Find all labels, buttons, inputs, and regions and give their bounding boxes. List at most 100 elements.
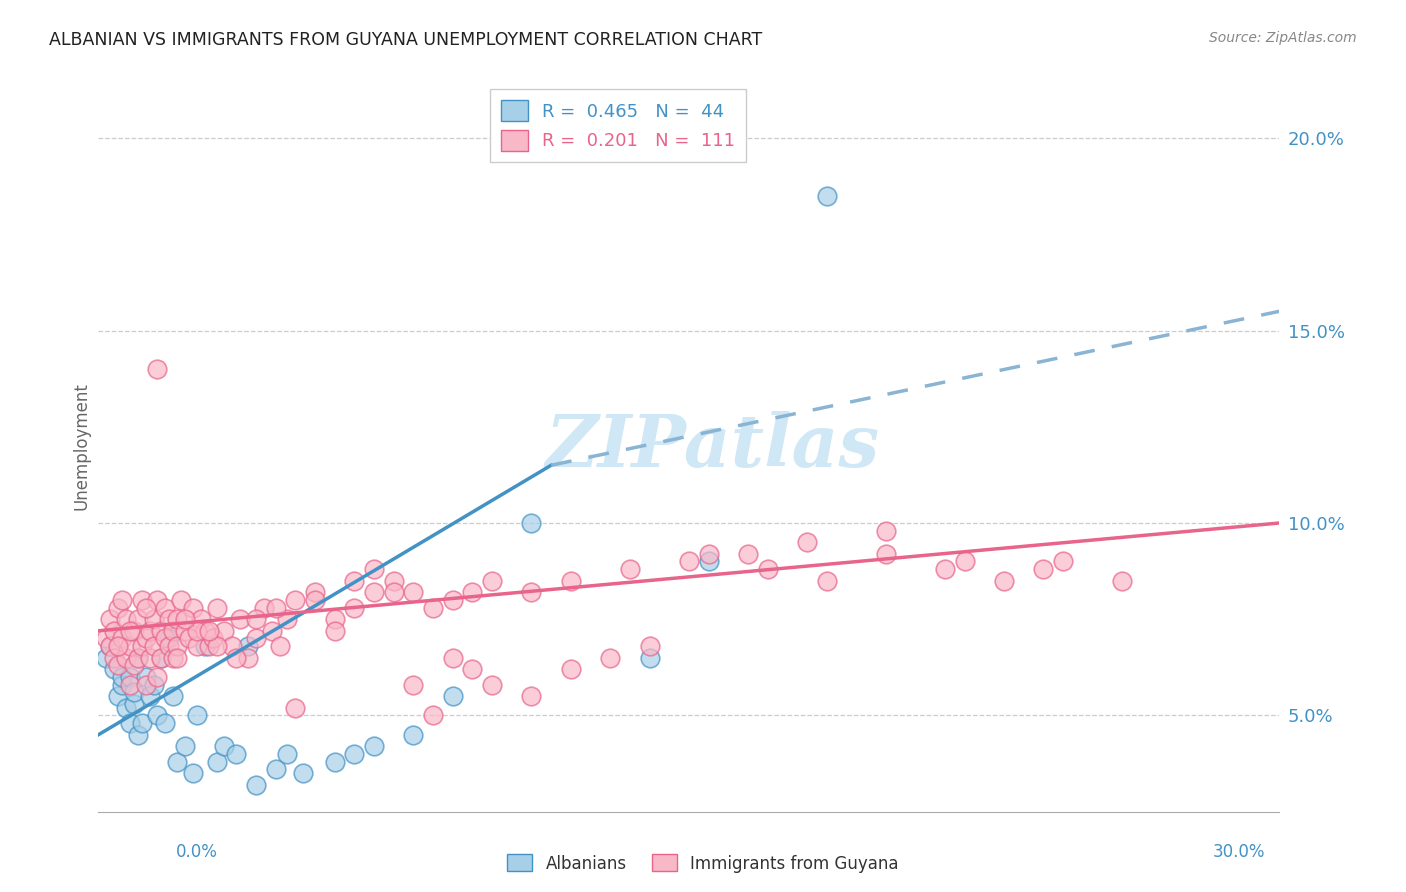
Point — [815, 188, 838, 202]
Point — [520, 690, 543, 704]
Point — [382, 574, 405, 588]
Point — [107, 600, 129, 615]
Point — [138, 624, 160, 638]
Point — [162, 624, 184, 638]
Point — [142, 678, 165, 692]
Point — [201, 632, 224, 646]
Point — [284, 593, 307, 607]
Point — [292, 766, 315, 780]
Point — [461, 662, 484, 676]
Point — [111, 670, 134, 684]
Point — [737, 547, 759, 561]
Point — [135, 678, 157, 692]
Point — [205, 639, 228, 653]
Point — [115, 612, 138, 626]
Point — [155, 716, 177, 731]
Point — [264, 600, 287, 615]
Point — [953, 554, 976, 568]
Point — [441, 690, 464, 704]
Point — [205, 600, 228, 615]
Point — [264, 763, 287, 777]
Text: 30.0%: 30.0% — [1213, 843, 1265, 861]
Point — [323, 624, 346, 638]
Point — [96, 632, 118, 646]
Point — [107, 690, 129, 704]
Point — [815, 574, 838, 588]
Point — [638, 650, 661, 665]
Legend: Albanians, Immigrants from Guyana: Albanians, Immigrants from Guyana — [501, 847, 905, 880]
Point — [382, 585, 405, 599]
Point — [118, 716, 141, 731]
Point — [115, 700, 138, 714]
Point — [122, 658, 145, 673]
Point — [157, 612, 180, 626]
Point — [146, 708, 169, 723]
Point — [422, 708, 444, 723]
Point — [481, 678, 503, 692]
Point — [229, 612, 252, 626]
Point — [135, 600, 157, 615]
Point — [638, 639, 661, 653]
Point — [678, 554, 700, 568]
Point — [875, 524, 897, 538]
Point — [1052, 554, 1074, 568]
Point — [225, 650, 247, 665]
Point — [343, 600, 366, 615]
Point — [115, 650, 138, 665]
Point — [225, 747, 247, 761]
Point — [245, 632, 267, 646]
Point — [111, 678, 134, 692]
Point — [197, 639, 219, 653]
Point — [162, 690, 184, 704]
Point — [150, 624, 173, 638]
Point — [260, 624, 283, 638]
Point — [146, 593, 169, 607]
Point — [127, 650, 149, 665]
Text: 0.0%: 0.0% — [176, 843, 218, 861]
Point — [402, 585, 425, 599]
Point — [166, 755, 188, 769]
Point — [131, 593, 153, 607]
Point — [118, 639, 141, 653]
Point — [796, 535, 818, 549]
Point — [363, 562, 385, 576]
Point — [142, 639, 165, 653]
Point — [166, 612, 188, 626]
Point — [177, 632, 200, 646]
Point — [166, 639, 188, 653]
Point — [146, 362, 169, 376]
Point — [276, 747, 298, 761]
Point — [1032, 562, 1054, 576]
Point — [118, 670, 141, 684]
Point — [214, 624, 236, 638]
Point — [186, 708, 208, 723]
Point — [122, 697, 145, 711]
Point — [422, 600, 444, 615]
Point — [135, 670, 157, 684]
Point — [875, 547, 897, 561]
Point — [190, 612, 212, 626]
Point — [181, 600, 204, 615]
Point — [162, 650, 184, 665]
Point — [174, 624, 197, 638]
Point — [150, 650, 173, 665]
Point — [174, 739, 197, 754]
Point — [402, 678, 425, 692]
Point — [118, 678, 141, 692]
Point — [599, 650, 621, 665]
Point — [127, 728, 149, 742]
Y-axis label: Unemployment: Unemployment — [72, 382, 90, 510]
Text: ZIPatlas: ZIPatlas — [546, 410, 880, 482]
Point — [150, 650, 173, 665]
Point — [197, 624, 219, 638]
Point — [118, 624, 141, 638]
Point — [142, 612, 165, 626]
Point — [98, 639, 121, 653]
Point — [122, 624, 145, 638]
Point — [98, 612, 121, 626]
Point — [560, 574, 582, 588]
Legend: R =  0.465   N =  44, R =  0.201   N =  111: R = 0.465 N = 44, R = 0.201 N = 111 — [489, 89, 747, 161]
Point — [146, 670, 169, 684]
Point — [98, 639, 121, 653]
Point — [934, 562, 956, 576]
